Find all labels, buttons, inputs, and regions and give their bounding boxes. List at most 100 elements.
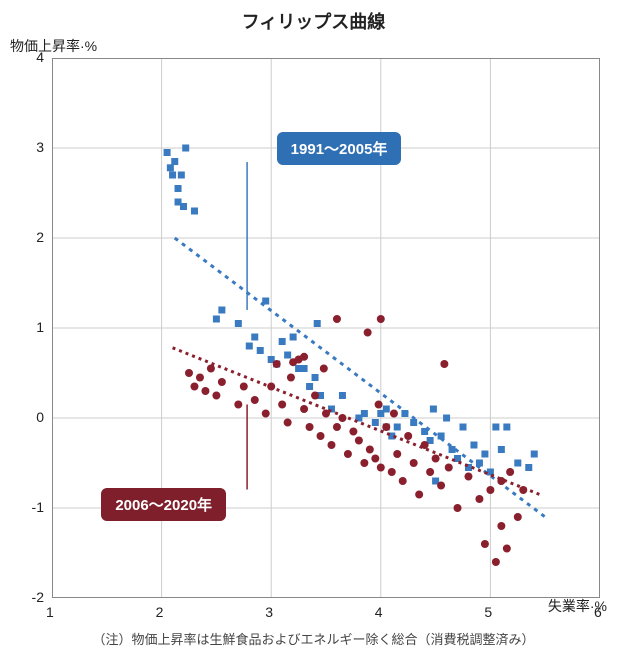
x-tick-label: 5 (484, 604, 492, 620)
scatter-point (257, 347, 264, 354)
y-tick-label: 3 (36, 139, 44, 155)
scatter-point (503, 545, 511, 553)
scatter-point (314, 320, 321, 327)
scatter-point (372, 419, 379, 426)
scatter-point (279, 338, 286, 345)
scatter-point (333, 423, 341, 431)
scatter-point (290, 334, 297, 341)
scatter-point (531, 451, 538, 458)
scatter-point (287, 374, 295, 382)
scatter-point (213, 316, 220, 323)
scatter-point (246, 343, 253, 350)
scatter-point (218, 307, 225, 314)
scatter-point (440, 360, 448, 368)
scatter-point (169, 172, 176, 179)
scatter-point (394, 424, 401, 431)
scatter-point (519, 486, 527, 494)
scatter-point (498, 446, 505, 453)
scatter-point (366, 446, 374, 454)
scatter-point (492, 558, 500, 566)
scatter-point (278, 401, 286, 409)
x-tick-label: 3 (265, 604, 273, 620)
scatter-point (506, 468, 514, 476)
scatter-point (317, 432, 325, 440)
scatter-point (306, 423, 314, 431)
scatter-point (410, 419, 417, 426)
scatter-point (503, 424, 510, 431)
scatter-point (393, 450, 401, 458)
scatter-point (383, 406, 390, 413)
scatter-point (410, 459, 418, 467)
scatter-point (218, 378, 226, 386)
scatter-point (180, 203, 187, 210)
scatter-point (171, 158, 178, 165)
scatter-point (415, 491, 423, 499)
scatter-point (377, 464, 385, 472)
y-axis-label: 物価上昇率·% (10, 36, 97, 56)
scatter-point (182, 145, 189, 152)
scatter-point (399, 477, 407, 485)
scatter-point (301, 365, 308, 372)
series-callout: 1991〜2005年 (277, 132, 402, 165)
phillips-curve-chart: フィリップス曲線 物価上昇率·% 失業率·% （注）物価上昇率は生鮮食品およびエ… (0, 0, 627, 656)
scatter-point (375, 401, 383, 409)
scatter-point (178, 172, 185, 179)
scatter-point (300, 353, 308, 361)
scatter-point (284, 352, 291, 359)
y-tick-label: -2 (32, 589, 44, 605)
scatter-point (240, 383, 248, 391)
scatter-point (454, 504, 462, 512)
scatter-point (514, 513, 522, 521)
scatter-point (382, 423, 390, 431)
y-tick-label: -1 (32, 499, 44, 515)
scatter-point (355, 437, 363, 445)
scatter-point (339, 392, 346, 399)
x-tick-label: 6 (594, 604, 602, 620)
scatter-point (251, 396, 259, 404)
scatter-point (443, 415, 450, 422)
scatter-point (492, 424, 499, 431)
y-tick-label: 0 (36, 409, 44, 425)
scatter-point (437, 482, 445, 490)
scatter-point (191, 208, 198, 215)
scatter-point (234, 401, 242, 409)
scatter-point (361, 410, 368, 417)
scatter-point (300, 405, 308, 413)
y-tick-label: 1 (36, 319, 44, 335)
y-tick-label: 4 (36, 49, 44, 65)
scatter-point (175, 185, 182, 192)
scatter-point (388, 468, 396, 476)
scatter-point (371, 455, 379, 463)
scatter-point (327, 441, 335, 449)
scatter-point (190, 383, 198, 391)
scatter-point (164, 149, 171, 156)
scatter-point (445, 464, 453, 472)
scatter-point (251, 334, 258, 341)
series-callout: 2006〜2020年 (101, 488, 226, 521)
scatter-point (464, 473, 472, 481)
scatter-point (364, 329, 372, 337)
scatter-point (426, 468, 434, 476)
scatter-point (514, 460, 521, 467)
scatter-point (311, 392, 319, 400)
scatter-point (201, 387, 209, 395)
scatter-point (377, 315, 385, 323)
scatter-point (320, 365, 328, 373)
scatter-point (235, 320, 242, 327)
scatter-point (497, 522, 505, 530)
scatter-point (212, 392, 220, 400)
scatter-point (475, 495, 483, 503)
scatter-point (344, 450, 352, 458)
scatter-point (333, 315, 341, 323)
x-tick-label: 1 (46, 604, 54, 620)
scatter-point (349, 428, 357, 436)
scatter-point (306, 383, 313, 390)
scatter-point (525, 464, 532, 471)
chart-title: フィリップス曲線 (0, 0, 627, 34)
scatter-point (360, 459, 368, 467)
scatter-point (284, 419, 292, 427)
chart-footnote: （注）物価上昇率は生鮮食品およびエネルギー除く総合（消費税調整済み） (0, 629, 627, 648)
scatter-point (470, 442, 477, 449)
scatter-point (481, 540, 489, 548)
scatter-point (449, 446, 456, 453)
